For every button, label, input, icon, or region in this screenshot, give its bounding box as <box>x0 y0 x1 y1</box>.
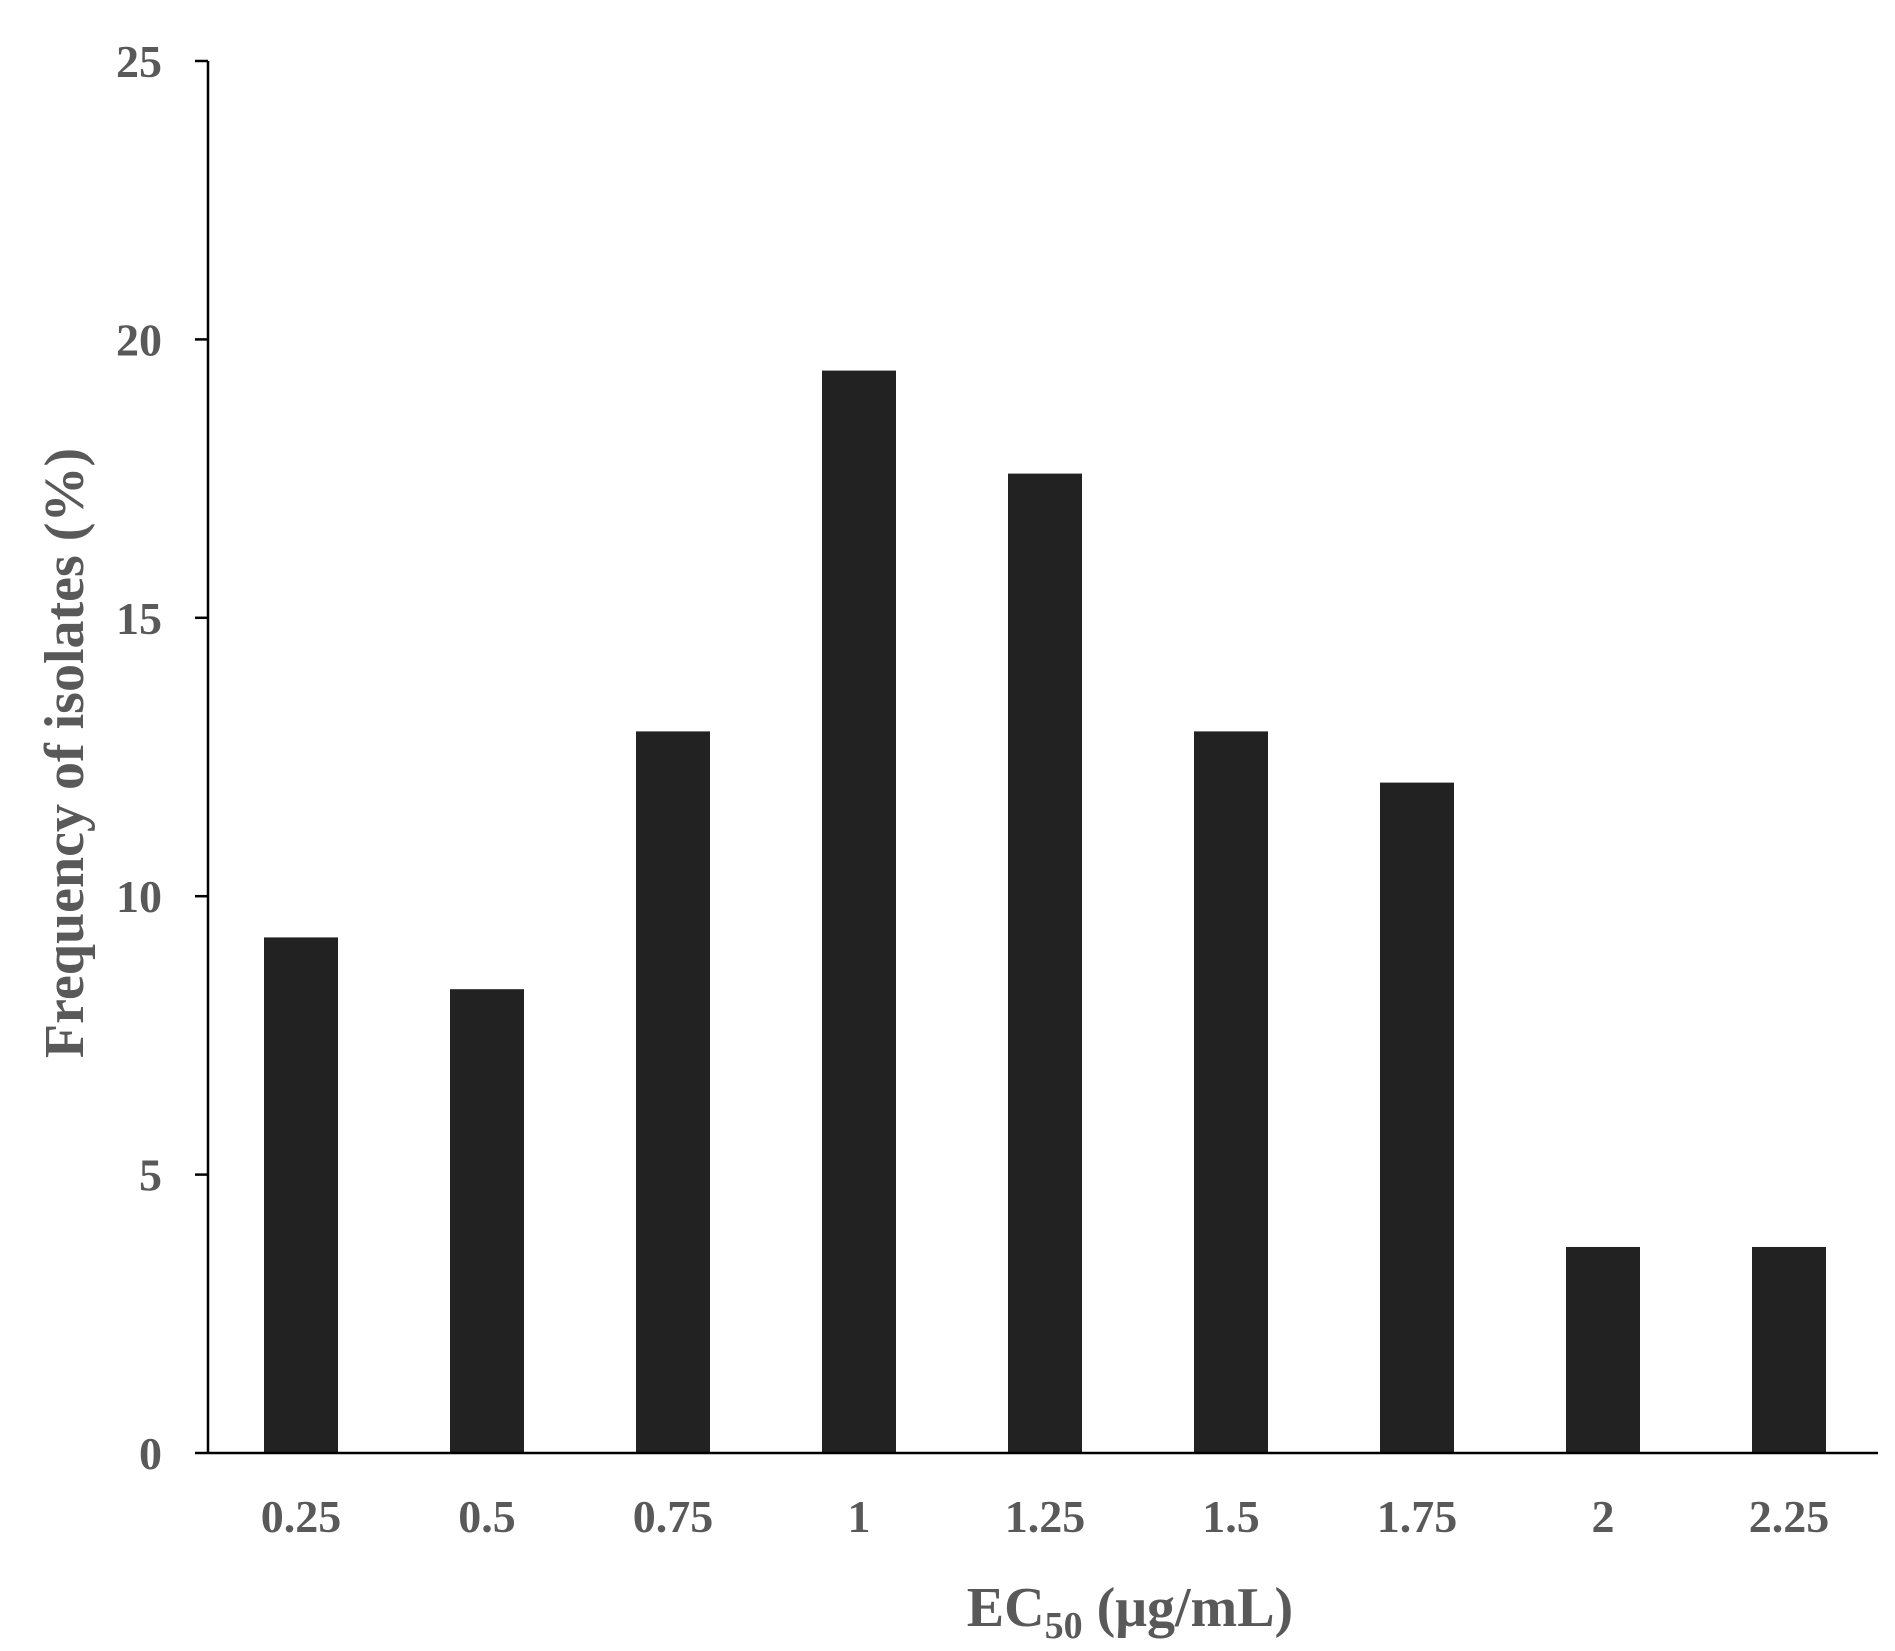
bars <box>264 370 1826 1453</box>
x-tick-label-1.75: 1.75 <box>1377 1491 1458 1542</box>
x-axis-title-unit: (μg/mL) <box>1083 1577 1294 1639</box>
x-tick-label-0.25: 0.25 <box>261 1491 342 1542</box>
x-tick-label-1: 1 <box>848 1491 871 1542</box>
x-axis-title-main: EC <box>967 1577 1045 1639</box>
bar-0.5 <box>450 989 524 1453</box>
bar-2 <box>1566 1246 1640 1453</box>
bar-0.75 <box>636 731 710 1453</box>
bar-1 <box>822 370 896 1453</box>
x-tick-label-0.75: 0.75 <box>633 1491 714 1542</box>
x-tick-label-0.5: 0.5 <box>458 1491 516 1542</box>
bar-1.75 <box>1380 782 1454 1453</box>
x-tick-label-2: 2 <box>1592 1491 1615 1542</box>
y-axis-ticks: 0 5 10 15 20 25 <box>116 36 208 1479</box>
y-tick-label-10: 10 <box>116 871 162 922</box>
y-tick-label-5: 5 <box>139 1150 162 1201</box>
y-tick-label-20: 20 <box>116 314 162 365</box>
y-axis-title: Frequency of isolates (%) <box>34 448 96 1058</box>
x-tick-label-2.25: 2.25 <box>1749 1491 1830 1542</box>
y-tick-label-15: 15 <box>116 593 162 644</box>
y-tick-label-25: 25 <box>116 36 162 87</box>
axes <box>206 61 1878 1455</box>
bar-0.25 <box>264 937 338 1453</box>
x-axis-tick-labels: 0.25 0.5 0.75 1 1.25 1.5 1.75 2 2.25 <box>261 1491 1830 1542</box>
x-tick-label-1.25: 1.25 <box>1005 1491 1086 1542</box>
x-axis-title-subscript: 50 <box>1045 1605 1083 1647</box>
x-tick-label-1.5: 1.5 <box>1202 1491 1260 1542</box>
x-axis-title: EC50 (μg/mL) <box>967 1577 1293 1647</box>
bar-2.25 <box>1752 1246 1826 1453</box>
bar-1.5 <box>1194 731 1268 1453</box>
bar-1.25 <box>1008 473 1082 1453</box>
y-tick-label-0: 0 <box>139 1428 162 1479</box>
